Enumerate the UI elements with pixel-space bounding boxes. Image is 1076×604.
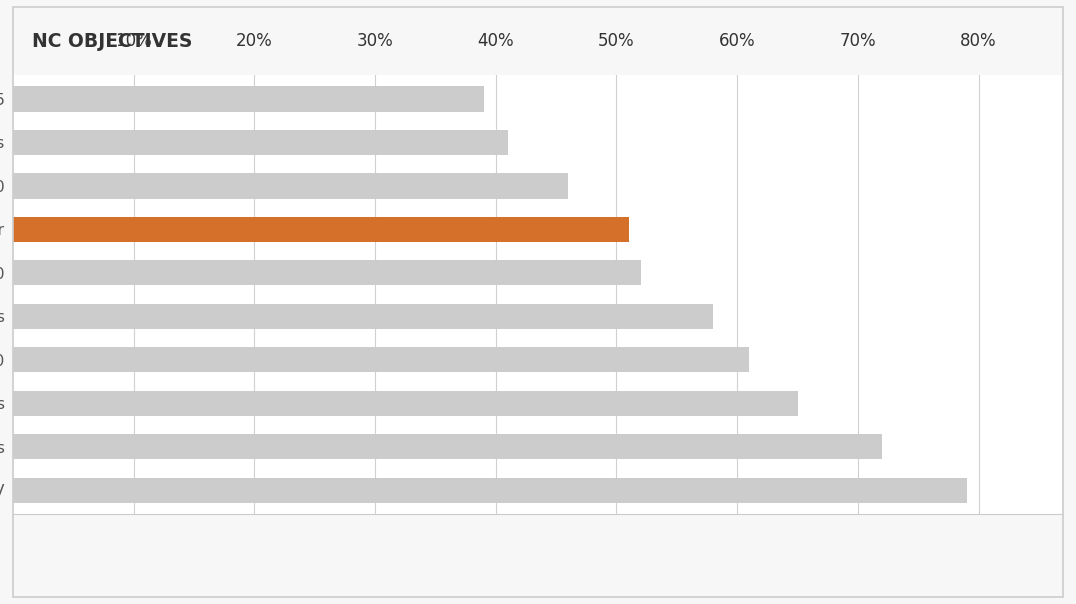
Text: 40%: 40%: [478, 32, 514, 50]
Bar: [13, 130, 508, 155]
Text: 20%: 20%: [236, 32, 272, 50]
Text: 50%: 50%: [598, 32, 635, 50]
Text: 70%: 70%: [839, 32, 876, 50]
Bar: [13, 347, 749, 373]
Bar: [13, 86, 484, 112]
Bar: [13, 434, 882, 460]
Bar: [13, 173, 568, 199]
Text: 10%: 10%: [115, 32, 152, 50]
Bar: [13, 304, 713, 329]
Bar: [13, 217, 628, 242]
Bar: [13, 260, 640, 286]
Bar: [13, 391, 797, 416]
Text: 80%: 80%: [960, 32, 996, 50]
Text: 30%: 30%: [356, 32, 394, 50]
Text: NC OBJECTIVES: NC OBJECTIVES: [32, 31, 193, 51]
Text: 60%: 60%: [719, 32, 755, 50]
Bar: [13, 478, 966, 503]
